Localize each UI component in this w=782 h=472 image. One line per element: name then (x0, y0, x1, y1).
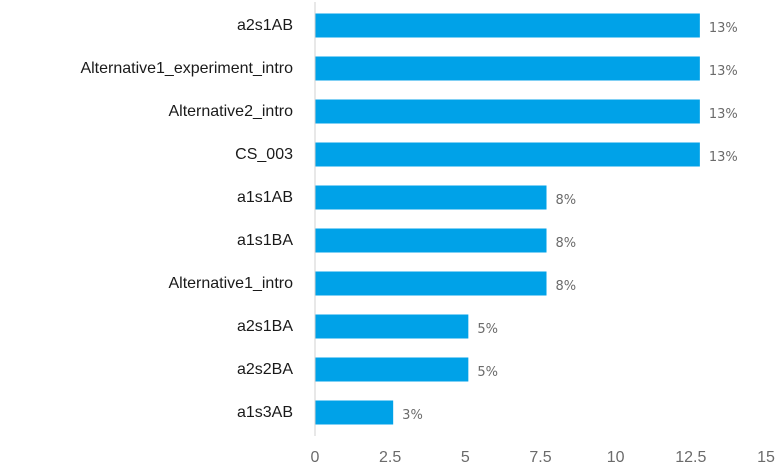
x-tick-label: 2.5 (379, 449, 401, 466)
bar-a1s1AB (315, 185, 547, 210)
data-label: 5% (477, 365, 498, 380)
category-label: a2s1BA (237, 318, 293, 335)
bar-a1s3AB (315, 400, 394, 425)
bar-a2s1AB (315, 13, 700, 38)
x-tick-label: 0 (311, 449, 320, 466)
data-label: 8% (556, 279, 577, 294)
data-label: 13% (709, 21, 738, 36)
category-label: a2s2BA (237, 361, 293, 378)
bar-a2s1BA (315, 314, 469, 339)
category-label: CS_003 (235, 146, 293, 163)
category-label: Alternative1_experiment_intro (80, 60, 293, 77)
bars-group (315, 13, 700, 425)
category-label: a1s1BA (237, 232, 293, 249)
x-tick-label: 15 (757, 449, 775, 466)
category-label: a2s1AB (237, 17, 293, 34)
category-labels-group: a2s1AB Alternative1_experiment_intro Alter… (80, 17, 293, 421)
bar-CS_003 (315, 142, 700, 167)
x-tick-label: 10 (607, 449, 625, 466)
x-tick-label: 5 (461, 449, 470, 466)
data-label: 8% (556, 236, 577, 251)
data-label: 13% (709, 107, 738, 122)
x-tick-labels-group: 0 2.5 5 7.5 10 12.5 15 (311, 449, 775, 466)
data-label: 5% (477, 322, 498, 337)
bar-Alternative1_intro (315, 271, 547, 296)
category-label: Alternative2_intro (168, 103, 293, 120)
bar-Alternative1_experiment_intro (315, 56, 700, 81)
data-label: 8% (556, 193, 577, 208)
category-label: a1s1AB (237, 189, 293, 206)
bar-a1s1BA (315, 228, 547, 253)
data-labels-group: 13% 13% 13% 13% 8% 8% 8% 5% 5% 3% (402, 21, 738, 423)
x-tick-label: 7.5 (529, 449, 551, 466)
data-label: 13% (709, 150, 738, 165)
data-label: 3% (402, 408, 423, 423)
bar-a2s2BA (315, 357, 469, 382)
x-tick-label: 12.5 (675, 449, 706, 466)
bar-Alternative2_intro (315, 99, 700, 124)
category-label: a1s3AB (237, 404, 293, 421)
category-label: Alternative1_intro (168, 275, 293, 292)
data-label: 13% (709, 64, 738, 79)
